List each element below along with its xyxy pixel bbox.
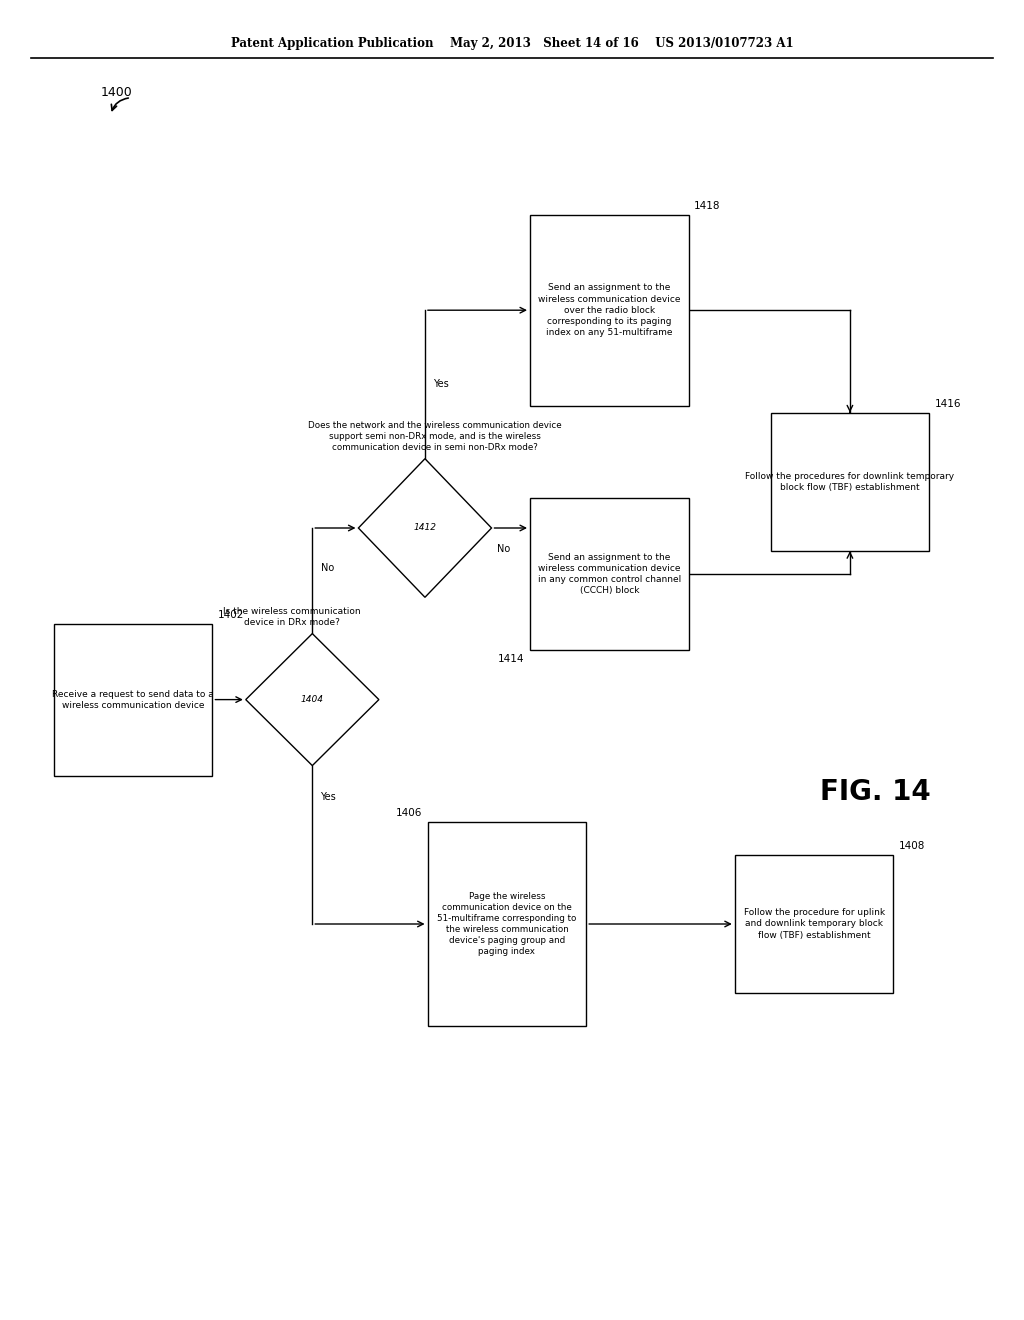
Text: Follow the procedures for downlink temporary
block flow (TBF) establishment: Follow the procedures for downlink tempo… [745, 471, 954, 492]
Text: Follow the procedure for uplink
and downlink temporary block
flow (TBF) establis: Follow the procedure for uplink and down… [743, 908, 885, 940]
Text: 1400: 1400 [100, 86, 132, 99]
FancyBboxPatch shape [530, 214, 688, 407]
Text: Yes: Yes [433, 379, 449, 389]
Polygon shape [246, 634, 379, 766]
FancyBboxPatch shape [770, 412, 930, 552]
Text: 1418: 1418 [694, 201, 720, 210]
Text: Send an assignment to the
wireless communication device
in any common control ch: Send an assignment to the wireless commu… [538, 553, 681, 595]
Text: 1414: 1414 [499, 655, 524, 664]
Text: Is the wireless communication
device in DRx mode?: Is the wireless communication device in … [223, 607, 360, 627]
Text: Page the wireless
communication device on the
51-multiframe corresponding to
the: Page the wireless communication device o… [437, 892, 577, 956]
Polygon shape [358, 459, 492, 597]
Text: 1416: 1416 [934, 399, 961, 409]
Text: 1404: 1404 [301, 696, 324, 704]
Text: Does the network and the wireless communication device
support semi non-DRx mode: Does the network and the wireless commun… [308, 421, 562, 451]
Text: Yes: Yes [321, 792, 336, 803]
Text: 1412: 1412 [414, 524, 436, 532]
Text: Receive a request to send data to a
wireless communication device: Receive a request to send data to a wire… [52, 689, 214, 710]
Text: 1406: 1406 [396, 808, 422, 817]
Text: Send an assignment to the
wireless communication device
over the radio block
cor: Send an assignment to the wireless commu… [538, 284, 681, 337]
Text: 1408: 1408 [899, 841, 925, 851]
Text: No: No [497, 544, 510, 554]
FancyBboxPatch shape [428, 821, 586, 1027]
FancyBboxPatch shape [530, 499, 688, 651]
FancyBboxPatch shape [735, 855, 893, 993]
Text: Patent Application Publication    May 2, 2013   Sheet 14 of 16    US 2013/010772: Patent Application Publication May 2, 20… [230, 37, 794, 50]
FancyBboxPatch shape [54, 624, 213, 776]
Text: 1402: 1402 [218, 610, 244, 620]
Text: FIG. 14: FIG. 14 [820, 777, 931, 807]
Text: No: No [321, 562, 334, 573]
